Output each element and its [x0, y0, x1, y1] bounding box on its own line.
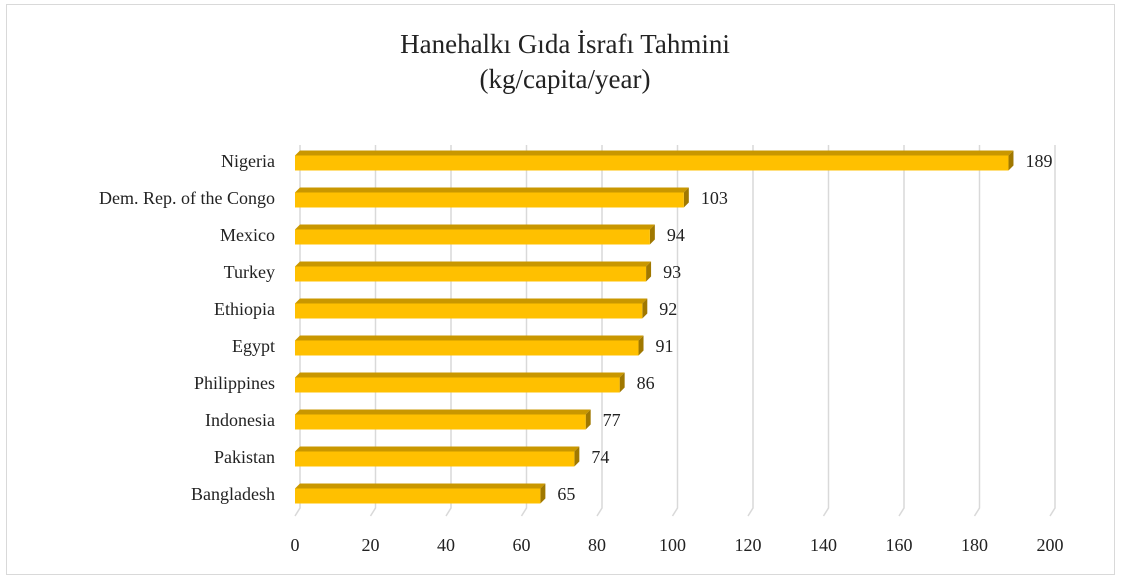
y-tick-label: Pakistan — [214, 447, 275, 467]
x-tick-label: 0 — [291, 535, 300, 555]
bar — [295, 155, 1009, 171]
bar — [295, 266, 647, 282]
bar — [295, 229, 650, 245]
bar — [295, 488, 541, 504]
bar-top — [295, 335, 644, 341]
y-tick-label: Dem. Rep. of the Congo — [99, 188, 275, 208]
bar-top — [295, 187, 689, 193]
grid-line — [822, 145, 830, 517]
bar — [295, 192, 684, 208]
y-tick-label: Ethiopia — [214, 299, 275, 319]
y-tick-label: Nigeria — [221, 151, 275, 171]
bar-side — [574, 446, 580, 467]
y-tick-label: Bangladesh — [191, 484, 275, 504]
x-tick-label: 100 — [659, 535, 686, 555]
y-tick-label: Turkey — [224, 262, 275, 282]
bar-side — [646, 261, 652, 282]
chart-title: Hanehalkı Gıda İsrafı Tahmini — [400, 29, 730, 59]
x-tick-label: 200 — [1037, 535, 1064, 555]
bar-side — [585, 409, 591, 430]
bar — [295, 451, 575, 467]
chart-subtitle: (kg/capita/year) — [480, 64, 651, 94]
value-label: 189 — [1025, 151, 1052, 171]
y-tick-label: Philippines — [194, 373, 275, 393]
x-tick-label: 80 — [588, 535, 606, 555]
bar — [295, 377, 620, 393]
grid-line — [898, 145, 905, 517]
x-tick-label: 20 — [362, 535, 380, 555]
value-label: 91 — [656, 336, 674, 356]
x-tick-label: 160 — [886, 535, 913, 555]
bar-top — [295, 261, 652, 267]
bar-top — [295, 483, 546, 489]
grid-line — [973, 145, 981, 517]
x-tick-label: 180 — [961, 535, 988, 555]
value-label: 92 — [659, 299, 677, 319]
value-label: 93 — [663, 262, 681, 282]
y-tick-label: Mexico — [220, 225, 275, 245]
grid-line — [1049, 145, 1056, 517]
bar-top — [295, 150, 1014, 156]
bar-top — [295, 446, 580, 452]
x-tick-label: 140 — [810, 535, 837, 555]
bar-top — [295, 372, 625, 378]
chart-border — [6, 4, 1115, 575]
bar-top — [295, 409, 591, 415]
grid-line — [747, 145, 754, 517]
bar-top — [295, 224, 655, 230]
bar-top — [295, 298, 648, 304]
bar — [295, 303, 643, 319]
value-label: 65 — [557, 484, 575, 504]
bar-side — [1008, 150, 1014, 171]
value-label: 74 — [591, 447, 609, 467]
bar — [295, 414, 586, 430]
bar-side — [649, 224, 655, 245]
x-tick-label: 60 — [513, 535, 531, 555]
value-label: 86 — [637, 373, 655, 393]
bar-side — [619, 372, 625, 393]
bar-side — [683, 187, 689, 208]
bar-side — [540, 483, 546, 504]
bar — [295, 340, 639, 356]
y-tick-label: Indonesia — [205, 410, 275, 430]
x-tick-label: 40 — [437, 535, 455, 555]
value-label: 94 — [667, 225, 685, 245]
grid-line — [671, 145, 679, 517]
bar-side — [638, 335, 644, 356]
value-label: 103 — [701, 188, 728, 208]
y-tick-label: Egypt — [232, 336, 275, 356]
x-tick-label: 120 — [735, 535, 762, 555]
value-label: 77 — [603, 410, 621, 430]
bar-side — [642, 298, 648, 319]
